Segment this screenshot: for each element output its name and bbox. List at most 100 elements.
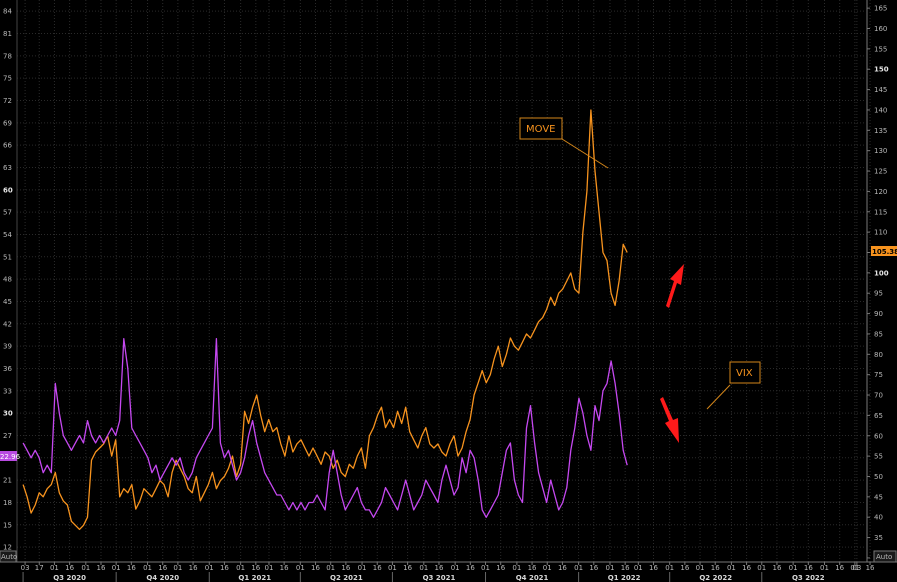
move-annotation-label: MOVE bbox=[526, 124, 555, 135]
left-tick-label: 30 bbox=[3, 410, 13, 418]
right-tick-label: 120 bbox=[874, 188, 887, 196]
x-period-label: Q1 2022 bbox=[608, 574, 641, 582]
x-tick-label: 01 bbox=[481, 564, 490, 572]
left-tick-label: 51 bbox=[3, 253, 12, 261]
x-tick-label: 16 bbox=[158, 564, 167, 572]
x-tick-label: 01 bbox=[757, 564, 766, 572]
left-tick-label: 12 bbox=[3, 544, 12, 552]
x-tick-label: 01 bbox=[265, 564, 274, 572]
x-tick-label: 01 bbox=[50, 564, 59, 572]
left-tick-label: 36 bbox=[3, 365, 12, 373]
x-tick-label: 16 bbox=[772, 564, 781, 572]
x-tick-label: 01 bbox=[143, 564, 152, 572]
x-tick-label: 01 bbox=[543, 564, 552, 572]
right-tick-label: 140 bbox=[874, 106, 887, 114]
move-annotation: MOVE bbox=[519, 117, 609, 169]
right-tick-label: 40 bbox=[874, 514, 883, 522]
x-tick-label: 16 bbox=[403, 564, 412, 572]
x-tick-label: 16 bbox=[649, 564, 658, 572]
x-period-label: Q3 2022 bbox=[792, 574, 825, 582]
left-tick-label: 60 bbox=[3, 186, 13, 194]
right-tick-label: 135 bbox=[874, 127, 887, 135]
x-tick-label: 16 bbox=[621, 564, 630, 572]
left-tick-label: 45 bbox=[3, 298, 12, 306]
x-tick-label: 16 bbox=[466, 564, 475, 572]
x-tick-label: 16 bbox=[680, 564, 689, 572]
left-tick-label: 33 bbox=[3, 387, 12, 395]
left-tick-label: 72 bbox=[3, 97, 12, 105]
right-tick-label: 60 bbox=[874, 432, 883, 440]
left-tick-label: 78 bbox=[3, 52, 12, 60]
series-layer bbox=[22, 109, 628, 531]
x-tick-label: 01 bbox=[81, 564, 90, 572]
series-line-vix bbox=[22, 338, 628, 518]
x-tick-label: 16 bbox=[97, 564, 106, 572]
x-tick-label: 01 bbox=[606, 564, 615, 572]
left-tick-label: 18 bbox=[3, 499, 12, 507]
right-tick-label: 55 bbox=[874, 453, 883, 461]
x-tick-label: 16 bbox=[528, 564, 537, 572]
x-tick-label: 01 bbox=[634, 564, 643, 572]
x-tick-label: 01 bbox=[296, 564, 305, 572]
x-tick-label: 01 bbox=[388, 564, 397, 572]
x-tick-label: 01 bbox=[820, 564, 829, 572]
left-tick-label: 39 bbox=[3, 343, 12, 351]
vix-annotation: VIX bbox=[706, 361, 761, 410]
right-tick-label: 165 bbox=[874, 5, 887, 13]
x-axis: 03 17 01 16 01 16 01 16 01 16 01 16 01 16 01 16 01 16 01 16… bbox=[0, 561, 897, 582]
right-tick-label: 160 bbox=[874, 25, 887, 33]
left-corner-box bbox=[0, 550, 17, 563]
x-tick-label: 16 bbox=[804, 564, 813, 572]
up-arrow-icon bbox=[666, 264, 684, 308]
x-tick-label: 01 bbox=[112, 564, 121, 572]
x-period-label: Q3 2021 bbox=[423, 574, 456, 582]
left-tick-label: 57 bbox=[3, 209, 12, 217]
x-tick-label: 16 bbox=[742, 564, 751, 572]
grid-layer bbox=[17, 0, 871, 562]
x-period-label: Q4 2020 bbox=[146, 574, 179, 582]
x-tick-label: 01 bbox=[205, 564, 214, 572]
x-period-label: Q4 2021 bbox=[516, 574, 549, 582]
right-tick-label: 95 bbox=[874, 290, 883, 298]
x-tick-label: 01 bbox=[419, 564, 428, 572]
x-tick-label: 01 bbox=[574, 564, 583, 572]
right-tick-label: 85 bbox=[874, 330, 883, 338]
right-tick-label: 70 bbox=[874, 392, 883, 400]
x-tick-label: 16 bbox=[127, 564, 136, 572]
x-tick-label: 16 bbox=[189, 564, 198, 572]
x-period-label: Q3 2020 bbox=[53, 574, 86, 582]
x-tick-label: 01 bbox=[512, 564, 521, 572]
left-tick-label: 21 bbox=[3, 477, 12, 485]
x-tick-label: 16 bbox=[280, 564, 289, 572]
right-tick-label: 130 bbox=[874, 147, 887, 155]
move-last-value-tag: 105.38 bbox=[871, 246, 897, 256]
move-last-value-box bbox=[871, 246, 897, 256]
vix-last-value-tag: 22.96 bbox=[0, 451, 21, 461]
left-tick-label: 66 bbox=[3, 142, 12, 150]
move-annotation-box bbox=[519, 117, 563, 140]
right-tick-label: 115 bbox=[874, 208, 887, 216]
left-tick-label: 48 bbox=[3, 276, 12, 284]
x-tick-label: 03 bbox=[21, 564, 30, 572]
x-tick-label: 01 bbox=[789, 564, 798, 572]
x-period-label: Q1 2021 bbox=[238, 574, 271, 582]
x-tick-label: 16 bbox=[251, 564, 260, 572]
x-tick-label: 16 bbox=[311, 564, 320, 572]
left-tick-label: 84 bbox=[3, 8, 12, 16]
right-tick-label: 90 bbox=[874, 310, 883, 318]
right-tick-label: 155 bbox=[874, 45, 887, 53]
vix-last-value-box bbox=[0, 451, 17, 461]
x-tick-label: 16 bbox=[220, 564, 229, 572]
right-tick-label: 65 bbox=[874, 412, 883, 420]
vix-last-value-label: 22.96 bbox=[0, 453, 21, 461]
right-tick-label: 150 bbox=[874, 66, 889, 74]
move-annotation-leader bbox=[561, 138, 609, 169]
x-tick-label: 01 bbox=[236, 564, 245, 572]
x-period-label: Q2 2021 bbox=[330, 574, 363, 582]
x-tick-label: 16 bbox=[496, 564, 505, 572]
left-tick-label: 15 bbox=[3, 521, 12, 529]
left-tick-label: 63 bbox=[3, 164, 12, 172]
left-corner-label: Auto bbox=[1, 553, 17, 561]
